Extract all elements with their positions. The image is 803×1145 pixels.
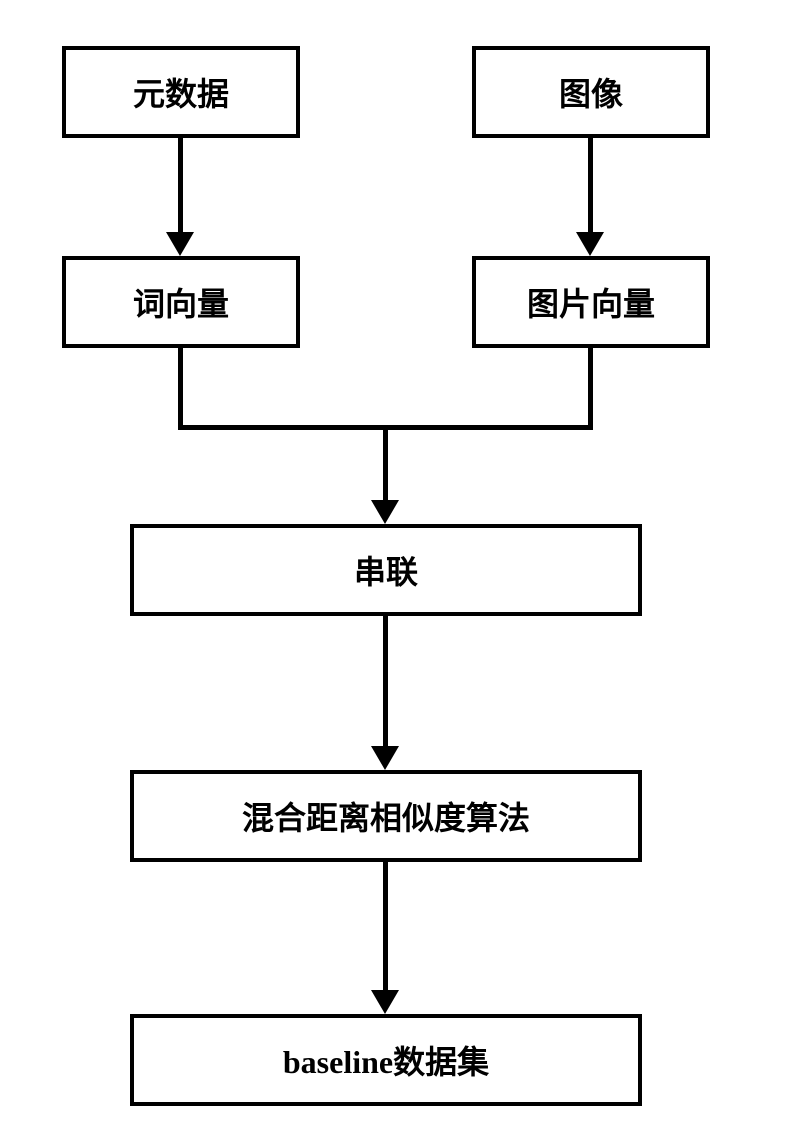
node-metadata: 元数据 (62, 46, 300, 138)
node-concatenate-label: 串联 (354, 547, 418, 593)
node-image-label: 图像 (559, 69, 623, 115)
node-algorithm-label: 混合距离相似度算法 (242, 793, 530, 839)
node-image: 图像 (472, 46, 710, 138)
node-image-vector: 图片向量 (472, 256, 710, 348)
node-metadata-label: 元数据 (133, 69, 229, 115)
node-baseline: baseline数据集 (130, 1014, 642, 1106)
node-baseline-label: baseline数据集 (283, 1037, 489, 1083)
node-concatenate: 串联 (130, 524, 642, 616)
node-word-vector: 词向量 (62, 256, 300, 348)
node-algorithm: 混合距离相似度算法 (130, 770, 642, 862)
node-image-vector-label: 图片向量 (527, 279, 655, 325)
node-word-vector-label: 词向量 (133, 279, 229, 325)
